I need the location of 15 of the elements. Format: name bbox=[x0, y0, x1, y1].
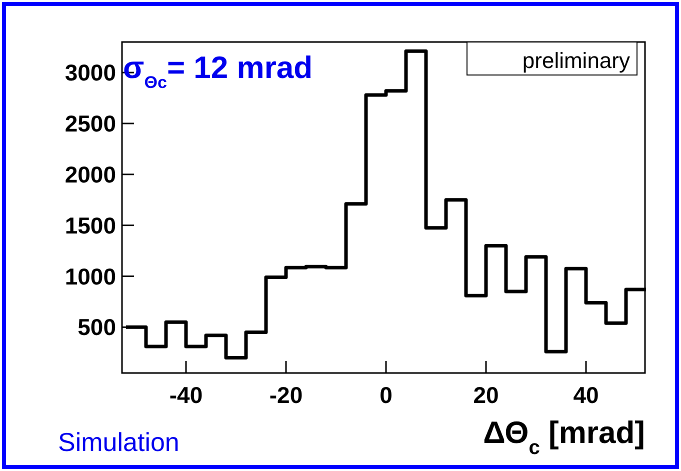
y-tick-label: 1500 bbox=[64, 212, 116, 238]
x-tick-label: 20 bbox=[473, 382, 499, 408]
y-tick-label: 2500 bbox=[64, 110, 116, 137]
y-tick-label: 1000 bbox=[64, 263, 116, 290]
y-tick-label: 3000 bbox=[64, 60, 116, 86]
annotation: preliminary bbox=[522, 48, 630, 73]
x-tick-label: -40 bbox=[169, 382, 203, 408]
x-axis-title: ΔΘ$_{c}$ [mrad] bbox=[483, 415, 645, 459]
x-tick-label: 0 bbox=[380, 382, 392, 408]
x-tick-label: -20 bbox=[269, 382, 303, 408]
x-tick-label: 40 bbox=[573, 382, 599, 408]
y-tick-label: 2000 bbox=[64, 161, 116, 188]
annotation: σ$_{Θc}$= 12 mrad bbox=[123, 50, 313, 92]
text: Simulation bbox=[58, 427, 180, 457]
y-tick-label: 500 bbox=[78, 314, 116, 340]
